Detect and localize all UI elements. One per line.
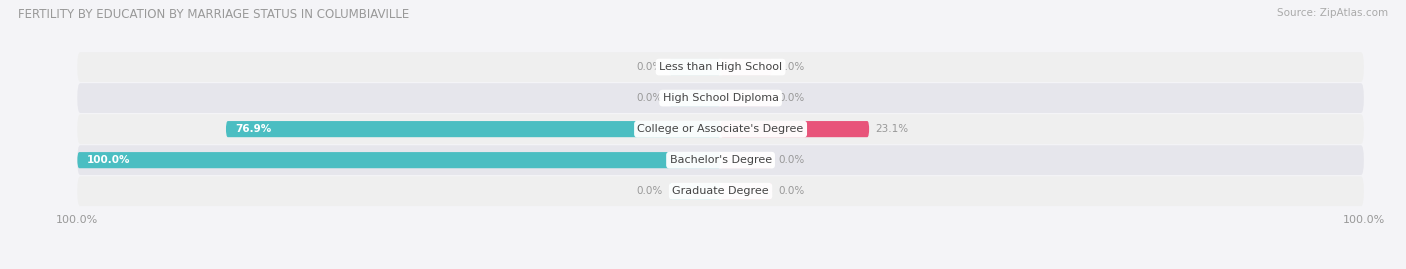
FancyBboxPatch shape <box>77 83 1364 113</box>
Text: Bachelor's Degree: Bachelor's Degree <box>669 155 772 165</box>
Text: 0.0%: 0.0% <box>779 155 804 165</box>
Text: 100.0%: 100.0% <box>87 155 131 165</box>
FancyBboxPatch shape <box>77 176 1364 206</box>
FancyBboxPatch shape <box>721 121 869 137</box>
Text: High School Diploma: High School Diploma <box>662 93 779 103</box>
Text: 23.1%: 23.1% <box>876 124 908 134</box>
Text: Source: ZipAtlas.com: Source: ZipAtlas.com <box>1277 8 1388 18</box>
FancyBboxPatch shape <box>77 152 721 168</box>
FancyBboxPatch shape <box>721 59 772 75</box>
Text: College or Associate's Degree: College or Associate's Degree <box>637 124 804 134</box>
Text: 0.0%: 0.0% <box>637 62 662 72</box>
FancyBboxPatch shape <box>77 52 1364 82</box>
Text: 0.0%: 0.0% <box>779 93 804 103</box>
FancyBboxPatch shape <box>721 90 772 106</box>
FancyBboxPatch shape <box>721 183 772 199</box>
FancyBboxPatch shape <box>77 114 1364 144</box>
Text: 0.0%: 0.0% <box>637 93 662 103</box>
FancyBboxPatch shape <box>77 145 1364 175</box>
FancyBboxPatch shape <box>669 59 721 75</box>
Text: Less than High School: Less than High School <box>659 62 782 72</box>
Text: 0.0%: 0.0% <box>779 62 804 72</box>
Text: 0.0%: 0.0% <box>637 186 662 196</box>
FancyBboxPatch shape <box>226 121 721 137</box>
FancyBboxPatch shape <box>669 90 721 106</box>
FancyBboxPatch shape <box>669 183 721 199</box>
FancyBboxPatch shape <box>721 152 772 168</box>
Text: 0.0%: 0.0% <box>779 186 804 196</box>
Text: Graduate Degree: Graduate Degree <box>672 186 769 196</box>
Text: FERTILITY BY EDUCATION BY MARRIAGE STATUS IN COLUMBIAVILLE: FERTILITY BY EDUCATION BY MARRIAGE STATU… <box>18 8 409 21</box>
Text: 76.9%: 76.9% <box>236 124 271 134</box>
